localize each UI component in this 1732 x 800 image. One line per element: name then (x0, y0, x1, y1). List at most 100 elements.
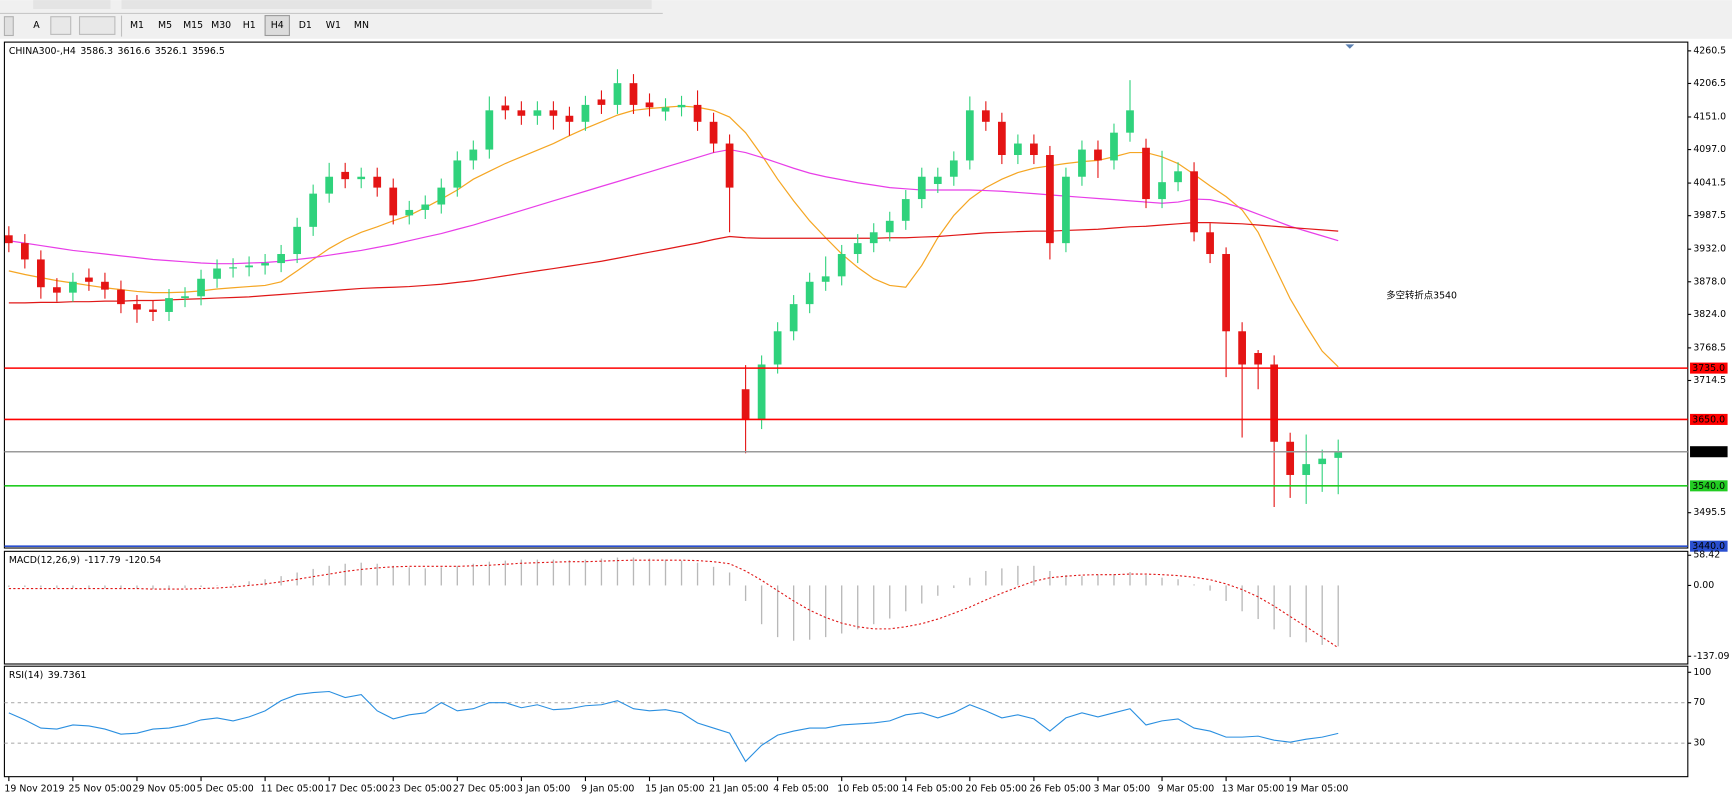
y-tick-label: 4041.5 (1693, 178, 1726, 189)
x-tick-label: 25 Nov 05:00 (68, 783, 131, 794)
candle-body (389, 187, 398, 216)
candle-body (245, 265, 253, 268)
candle-body (309, 193, 318, 227)
y-tick-label: 3714.5 (1693, 375, 1726, 386)
pane-frame (3, 665, 1689, 778)
candle-body (469, 149, 478, 161)
timeframe-button[interactable]: M30 (211, 20, 231, 31)
toolbar-icons (33, 0, 111, 9)
timeframe-button[interactable]: M15 (183, 20, 203, 31)
candle-body (1030, 143, 1038, 156)
candle-body (229, 267, 237, 269)
y-tick-label: 3878.0 (1693, 276, 1726, 287)
x-tick-label: 9 Jan 05:00 (581, 783, 634, 794)
candle-body (1062, 176, 1070, 244)
indicator-header: CHINA300-,H4 3586.3 3616.6 3526.1 3596.5 (9, 45, 225, 56)
timeframe-button[interactable]: D1 (299, 20, 312, 31)
candle-body (853, 243, 862, 255)
indicator-header: MACD(12,26,9) -117.79 -120.54 (9, 555, 161, 566)
candle-body (933, 176, 942, 184)
timeframe-button[interactable]: M5 (158, 20, 172, 31)
header-value: RSI(14) (9, 670, 43, 681)
candle-body (181, 296, 189, 299)
price-level-tag (1690, 362, 1728, 374)
candle-body (693, 104, 702, 122)
candle-body (197, 278, 205, 297)
candle-body (20, 243, 29, 260)
header-value: 3616.6 (118, 45, 151, 56)
y-tick-label: 4260.5 (1693, 45, 1726, 56)
toolbar-grip (3, 16, 14, 37)
y-tick-label: 4097.0 (1693, 144, 1726, 155)
y-tick-label: 3987.5 (1693, 210, 1726, 221)
candle-body (101, 281, 109, 290)
timeframe-button[interactable]: H4 (271, 20, 284, 31)
candle-body (1206, 232, 1214, 255)
candle-body (133, 304, 141, 310)
candle-body (517, 110, 526, 116)
rsi-line (8, 690, 1339, 763)
candle-body (261, 263, 269, 266)
tool-button[interactable]: A (33, 20, 40, 31)
candle-body (405, 209, 414, 216)
header-value: 3526.1 (155, 45, 188, 56)
candle-body (757, 364, 766, 421)
candle-body (341, 171, 350, 180)
candle-body (581, 104, 590, 122)
candle-body (485, 110, 494, 150)
pane-frame (3, 550, 1689, 665)
price-level-tag (1690, 413, 1728, 425)
candle-body (901, 199, 910, 221)
pane-frame (3, 41, 1689, 549)
candle-body (37, 259, 45, 288)
candle-body (741, 389, 750, 421)
moving-average (8, 221, 1339, 304)
price-level-label: 3540.0 (1692, 481, 1725, 492)
header-value: -120.54 (125, 555, 161, 566)
header-value: 3586.3 (80, 45, 113, 56)
timeframe-button[interactable]: W1 (326, 20, 341, 31)
timeframe-button[interactable]: H1 (243, 20, 256, 31)
candle-body (1302, 464, 1311, 475)
x-tick-label: 13 Mar 05:00 (1222, 783, 1285, 794)
x-tick-label: 14 Feb 05:00 (901, 783, 963, 794)
candle-body (565, 115, 574, 122)
x-tick-label: 10 Feb 05:00 (837, 783, 899, 794)
candle-body (885, 220, 894, 233)
toolbar-icon[interactable] (50, 16, 72, 35)
timeframe-button[interactable]: M1 (130, 20, 144, 31)
x-tick-label: 17 Dec 05:00 (325, 783, 388, 794)
y-tick-label: 4151.0 (1693, 111, 1726, 122)
candle-body (1318, 458, 1327, 465)
x-tick-label: 19 Mar 05:00 (1286, 783, 1349, 794)
candle-body (725, 143, 734, 188)
candle-body (501, 105, 510, 111)
candle-body (1142, 147, 1150, 200)
x-tick-label: 9 Mar 05:00 (1158, 783, 1215, 794)
candle-body (533, 110, 542, 116)
price-level-label: 3650.0 (1692, 414, 1725, 425)
y-tick-label: 3768.5 (1693, 342, 1726, 353)
candle-body (277, 254, 285, 264)
y-tick-label: 4206.5 (1693, 78, 1726, 89)
x-tick-label: 3 Jan 05:00 (517, 783, 570, 794)
toolbar-icon[interactable] (78, 16, 116, 35)
indicator-header: RSI(14) 39.7361 (9, 670, 87, 681)
candle-body (453, 160, 462, 188)
header-value: 39.7361 (48, 670, 87, 681)
y-tick-label: 58.42 (1693, 550, 1720, 561)
x-tick-label: 5 Dec 05:00 (197, 783, 254, 794)
candle-body (437, 187, 446, 205)
candle-body (1094, 149, 1102, 161)
x-tick-label: 20 Feb 05:00 (965, 783, 1027, 794)
x-tick-label: 11 Dec 05:00 (261, 783, 324, 794)
header-value: 3596.5 (192, 45, 225, 56)
timeframe-button[interactable]: MN (354, 20, 369, 31)
candle-body (165, 298, 173, 312)
toolbar-icons (121, 0, 652, 9)
timeframe-active (264, 15, 290, 37)
candle-body (293, 226, 302, 255)
y-tick-label: 70 (1693, 697, 1705, 708)
candle-body (1270, 364, 1279, 442)
